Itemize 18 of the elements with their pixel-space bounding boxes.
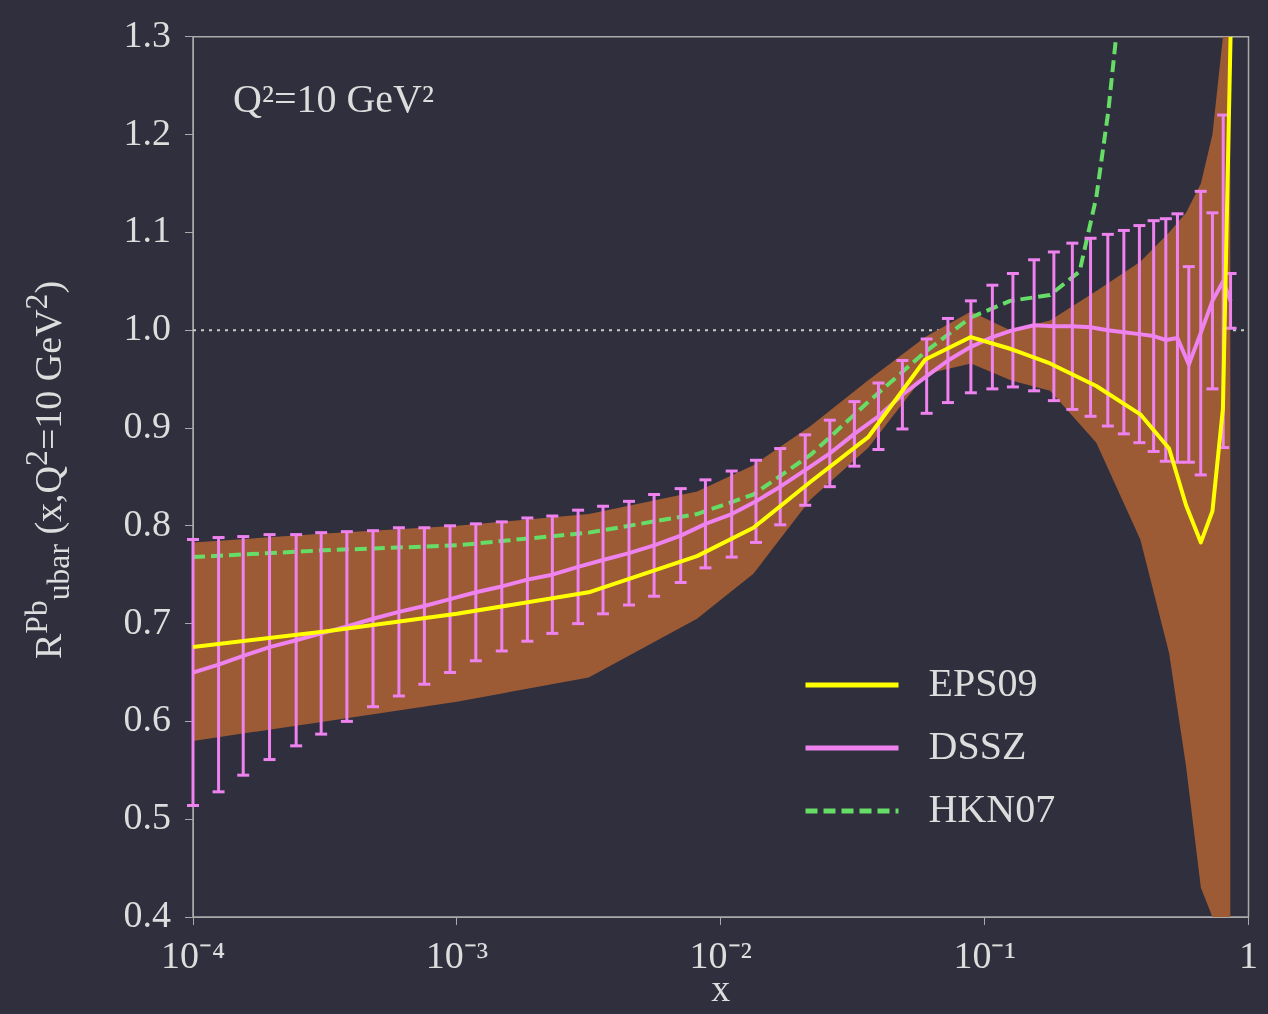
y-tick-label: 1.3	[123, 12, 171, 55]
legend-label: DSSZ	[928, 722, 1027, 768]
x-tick-label: 10⁻³	[425, 933, 489, 976]
y-tick-label: 0.7	[123, 599, 171, 642]
y-tick-label: 0.4	[123, 892, 171, 935]
y-tick-label: 1.2	[123, 110, 171, 153]
y-tick-label: 0.8	[123, 501, 171, 544]
y-tick-label: 1.1	[123, 208, 171, 251]
y-tick-label: 0.6	[123, 697, 171, 740]
y-tick-label: 1.0	[123, 306, 171, 349]
annotation: Q²=10 GeV²	[233, 75, 434, 121]
x-tick-label: 1	[1239, 933, 1258, 976]
x-tick-label: 10⁻⁴	[160, 933, 226, 976]
legend-label: EPS09	[928, 659, 1038, 705]
x-tick-label: 10⁻¹	[953, 933, 1016, 976]
legend-label: HKN07	[928, 785, 1056, 831]
y-tick-label: 0.5	[123, 795, 171, 838]
y-tick-label: 0.9	[123, 403, 171, 446]
